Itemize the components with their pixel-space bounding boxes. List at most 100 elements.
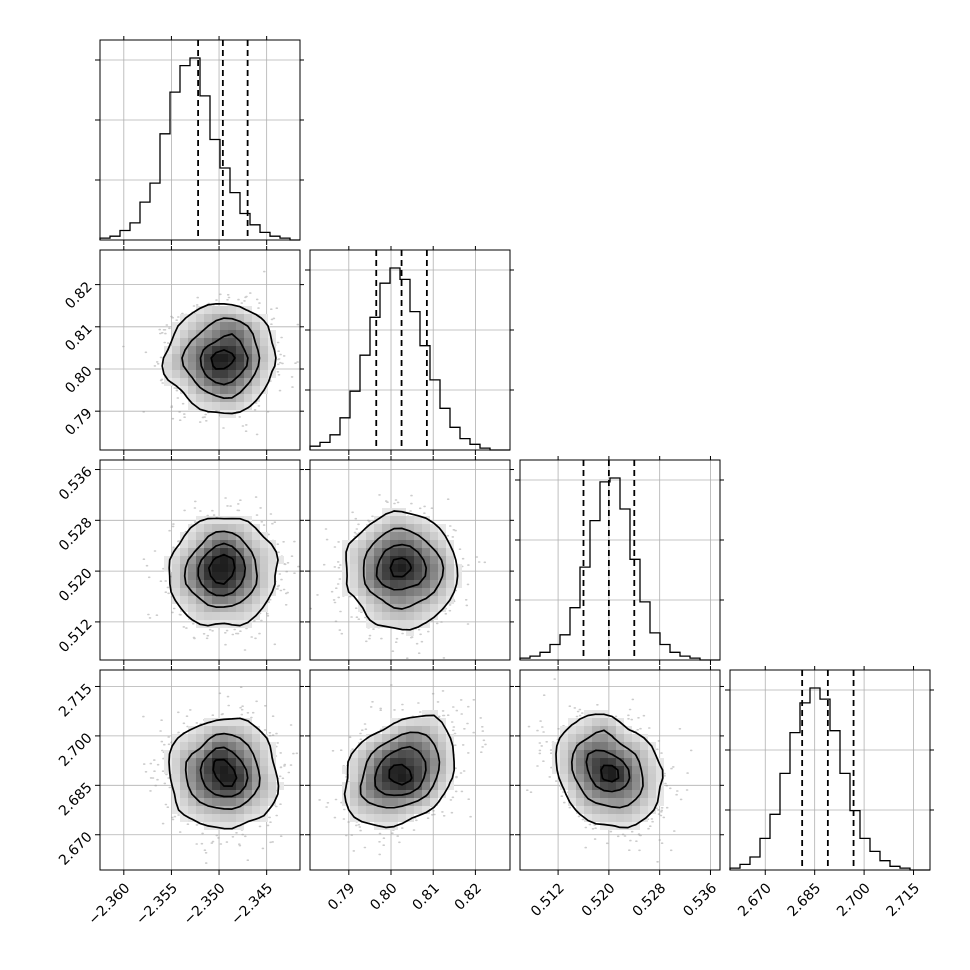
density-cell — [640, 758, 648, 766]
density-cell — [204, 790, 212, 798]
density-cell — [204, 362, 212, 370]
density-cell — [422, 548, 430, 556]
density-cell — [220, 774, 228, 782]
density-cell — [624, 750, 632, 758]
density-cell — [236, 564, 244, 572]
density-cell — [422, 782, 430, 790]
density-cell — [390, 580, 398, 588]
density-cell — [260, 782, 268, 790]
density-cell — [196, 370, 204, 378]
density-cell — [632, 766, 640, 774]
density-cell — [212, 814, 220, 822]
density-cell — [350, 766, 358, 774]
density-cell — [430, 612, 438, 620]
density-cell — [212, 580, 220, 588]
density-cell — [196, 540, 204, 548]
density-cell — [268, 790, 276, 798]
density-cell — [260, 572, 268, 580]
density-cell — [576, 750, 584, 758]
density-cell — [164, 750, 172, 758]
density-cell — [382, 564, 390, 572]
density-cell — [358, 556, 366, 564]
density-cell — [196, 604, 204, 612]
density-cell — [446, 580, 454, 588]
panel-frame — [99, 39, 301, 241]
density-cell — [204, 394, 212, 402]
density-cell — [390, 588, 398, 596]
density-cell — [268, 572, 276, 580]
density-cell — [188, 402, 196, 410]
density-cell — [260, 790, 268, 798]
density-cell — [414, 588, 422, 596]
density-cell — [390, 612, 398, 620]
histogram-outline — [729, 687, 930, 871]
density-cell — [228, 798, 236, 806]
panel-frame — [309, 459, 511, 661]
density-cell — [374, 758, 382, 766]
density-cell — [446, 564, 454, 572]
density-cell — [244, 394, 252, 402]
panel-frame — [519, 459, 721, 661]
density-cell — [244, 612, 252, 620]
density-cell — [608, 774, 616, 782]
density-cell — [188, 322, 196, 330]
density-cell — [164, 362, 172, 370]
density-cell — [244, 580, 252, 588]
density-contour — [199, 746, 249, 798]
density-contour — [374, 745, 427, 797]
density-cell — [350, 806, 358, 814]
density-cell — [398, 726, 406, 734]
density-cell — [212, 322, 220, 330]
density-cell — [438, 524, 446, 532]
density-cell — [632, 822, 640, 830]
density-cell — [422, 604, 430, 612]
density-cell — [252, 782, 260, 790]
density-cell — [414, 766, 422, 774]
density-cell — [172, 322, 180, 330]
density-cell — [438, 596, 446, 604]
density-cell — [228, 742, 236, 750]
density-cell — [204, 750, 212, 758]
density-cell — [616, 822, 624, 830]
density-cell — [382, 620, 390, 628]
density-cell — [164, 354, 172, 362]
density-cell — [260, 556, 268, 564]
density-cell — [196, 306, 204, 314]
density-cell — [188, 532, 196, 540]
density-cell — [236, 362, 244, 370]
density-cell — [560, 774, 568, 782]
density-cell — [648, 790, 656, 798]
density-cell — [196, 564, 204, 572]
density-cell — [374, 766, 382, 774]
density-cell — [236, 306, 244, 314]
histogram-panel-2 — [515, 456, 724, 665]
density-cell — [608, 766, 616, 774]
density-cell — [438, 758, 446, 766]
density-cell — [390, 758, 398, 766]
density-cell — [358, 580, 366, 588]
density-cell — [244, 726, 252, 734]
density-cell — [648, 766, 656, 774]
density-cell — [172, 548, 180, 556]
density-cell — [592, 734, 600, 742]
density-cell — [244, 556, 252, 564]
density-cell — [576, 742, 584, 750]
density-cell — [220, 370, 228, 378]
density-cell — [228, 516, 236, 524]
density-cell — [268, 742, 276, 750]
density-cell — [196, 774, 204, 782]
density-cell — [180, 734, 188, 742]
density-cell — [648, 750, 656, 758]
density-cell — [204, 540, 212, 548]
density-cell — [390, 564, 398, 572]
density-cell — [268, 354, 276, 362]
density-cell — [228, 814, 236, 822]
density-cell — [438, 564, 446, 572]
density-cell — [252, 556, 260, 564]
density-cell — [212, 596, 220, 604]
density-cell — [366, 742, 374, 750]
density-cell — [406, 572, 414, 580]
density-cell — [228, 822, 236, 830]
density-cell — [406, 734, 414, 742]
density-cell — [260, 596, 268, 604]
